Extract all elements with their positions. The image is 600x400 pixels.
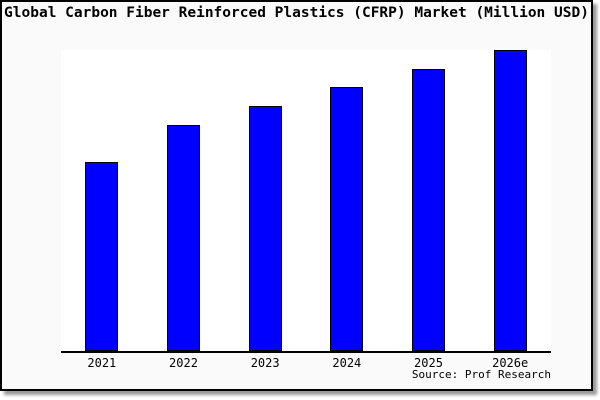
x-tick-label-2024: 2024 — [332, 356, 362, 370]
chart-frame: Global Carbon Fiber Reinforced Plastics … — [0, 0, 593, 391]
bar-2024 — [330, 87, 364, 351]
bar-2025 — [412, 68, 445, 351]
x-tick-label-2021: 2021 — [87, 356, 117, 370]
bar-2021 — [85, 161, 119, 351]
bar-2026e — [493, 50, 527, 351]
plot-area — [61, 50, 551, 353]
x-tick-label-2022: 2022 — [169, 356, 198, 370]
x-axis-labels: 2021 2022 2023 2024 2025 2026e — [61, 356, 551, 370]
title-container: Global Carbon Fiber Reinforced Plastics … — [2, 5, 591, 22]
x-tick-label-2023: 2023 — [250, 356, 280, 370]
x-tick-label-2025: 2025 — [414, 356, 443, 370]
chart-title: Global Carbon Fiber Reinforced Plastics … — [4, 5, 589, 21]
bar-2023 — [248, 106, 282, 351]
source-text: Source: Prof Research — [411, 368, 551, 381]
x-tick-label-2026e: 2026e — [492, 356, 529, 370]
bar-2022 — [167, 124, 200, 351]
